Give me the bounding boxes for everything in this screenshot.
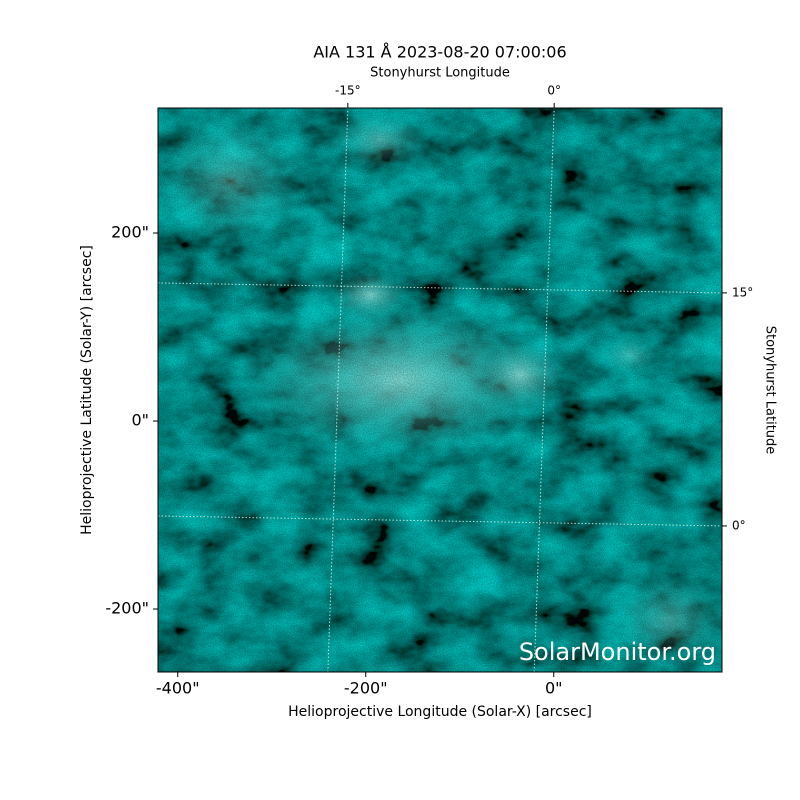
chart-title: AIA 131 Å 2023-08-20 07:00:06	[313, 43, 566, 62]
y2-tick-label: 15°	[732, 285, 753, 299]
x-tick-label: 0"	[545, 679, 563, 698]
solar-image	[158, 108, 722, 672]
x-tick-label: -200"	[344, 679, 388, 698]
x-tick-label: -400"	[156, 679, 200, 698]
y-tick-label: -200"	[105, 599, 149, 618]
grid-line	[533, 108, 555, 672]
grid-line	[158, 282, 722, 294]
x2-tick-label: -15°	[335, 84, 361, 98]
x2-tick-label: 0°	[547, 84, 561, 98]
x2-axis-label: Stonyhurst Longitude	[370, 66, 510, 81]
y2-tick-label: 0°	[732, 518, 746, 532]
plot-frame	[157, 107, 723, 673]
x-axis-label: Helioprojective Longitude (Solar-X) [arc…	[288, 704, 592, 720]
grid-line	[158, 515, 722, 527]
grid-line	[327, 108, 349, 672]
y2-axis-label: Stonyhurst Latitude	[763, 326, 778, 455]
y-tick-label: 0"	[131, 411, 149, 430]
y-axis-label: Helioprojective Latitude (Solar-Y) [arcs…	[79, 245, 95, 535]
watermark: SolarMonitor.org	[519, 638, 716, 666]
y-tick-label: 200"	[111, 223, 149, 242]
